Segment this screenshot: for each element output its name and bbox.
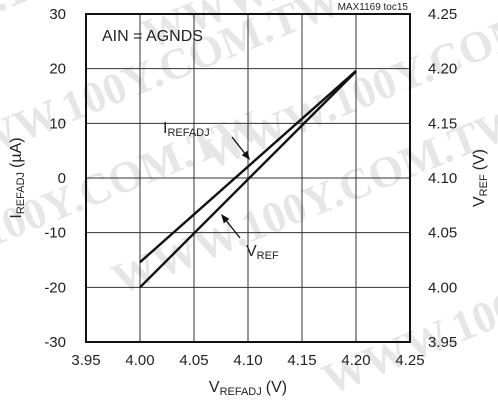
arrowhead-irefadj <box>241 150 250 160</box>
plot-frame <box>85 13 411 343</box>
x-tick-label: 4.20 <box>341 352 370 369</box>
series-label-irefadj: IREFADJ <box>163 120 250 160</box>
x-tick-label: 4.05 <box>179 352 208 369</box>
y-right-axis-label: VREF (V) <box>471 149 490 207</box>
tick-labels: 3.95 4.00 4.05 4.10 4.15 4.20 4.25 30 20 10 0 -10 -2… <box>44 6 457 369</box>
condition-annotation: AIN = AGNDS <box>102 28 203 45</box>
y-right-tick-label: 4.10 <box>428 170 457 187</box>
watermark-text: WWW.100Y.COM.TW <box>315 196 498 402</box>
series-label-vref-sub: REF <box>257 250 279 262</box>
y-left-label-unit: (µA) <box>8 137 25 168</box>
y-right-tick-label: 4.05 <box>428 225 457 242</box>
source-tag: MAX1169 toc15 <box>338 2 409 13</box>
y-left-tick-label: 0 <box>58 170 66 187</box>
y-left-axis-label: IREFADJ (µA) <box>8 137 27 218</box>
x-tick-label: 4.10 <box>233 352 262 369</box>
y-left-tick-label: -30 <box>44 334 66 351</box>
y-left-tick-label: -20 <box>44 279 66 296</box>
y-right-tick-label: 4.15 <box>428 115 457 132</box>
series-label-vref-main: V <box>246 243 257 260</box>
series-label-irefadj-text: IREFADJ <box>163 120 210 139</box>
y-right-tick-label: 4.20 <box>428 61 457 78</box>
y-right-label-main: V <box>471 196 488 207</box>
x-axis-label-unit: (V) <box>266 379 287 396</box>
x-tick-label: 4.25 <box>395 352 424 369</box>
series-line-irefadj <box>139 70 357 289</box>
y-right-tick-label: 3.95 <box>428 334 457 351</box>
x-axis-label: VREFADJ (V) <box>209 379 287 398</box>
y-right-tick-label: 4.25 <box>428 6 457 23</box>
y-left-label-main: I <box>8 214 25 218</box>
x-axis-label-main: V <box>209 379 220 396</box>
y-left-tick-label: -10 <box>44 225 66 242</box>
leader-line-vref <box>226 220 241 239</box>
series-label-vref: VREF <box>221 214 279 262</box>
y-left-tick-label: 30 <box>49 6 66 23</box>
y-left-label-sub: REFADJ <box>15 172 27 214</box>
arrowhead-vref <box>221 214 230 224</box>
series-line-vref <box>139 70 357 264</box>
y-right-label-unit: (V) <box>471 149 488 170</box>
x-tick-label: 3.95 <box>71 352 100 369</box>
y-right-label-sub: REF <box>478 174 490 196</box>
series-label-vref-text: VREF <box>246 243 279 262</box>
series-label-irefadj-main: I <box>163 120 167 137</box>
series-label-irefadj-sub: REFADJ <box>167 127 209 139</box>
series-layer <box>139 70 357 289</box>
x-tick-label: 4.15 <box>287 352 316 369</box>
x-tick-label: 4.00 <box>125 352 154 369</box>
leader-line-irefadj <box>231 136 245 154</box>
y-left-tick-label: 10 <box>49 115 66 132</box>
x-axis-label-sub: REFADJ <box>220 386 262 398</box>
grid <box>86 14 410 342</box>
y-right-tick-label: 4.00 <box>428 279 457 296</box>
y-left-tick-label: 20 <box>49 61 66 78</box>
